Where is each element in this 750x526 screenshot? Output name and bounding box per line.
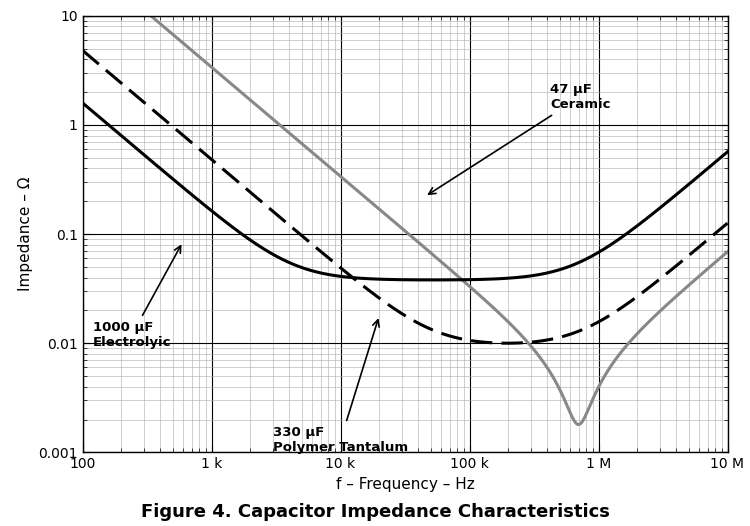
Text: Figure 4. Capacitor Impedance Characteristics: Figure 4. Capacitor Impedance Characteri… xyxy=(140,503,610,521)
Y-axis label: Impedance – Ω: Impedance – Ω xyxy=(17,177,32,291)
Text: 47 μF
Ceramic: 47 μF Ceramic xyxy=(429,83,610,194)
X-axis label: f – Frequency – Hz: f – Frequency – Hz xyxy=(336,477,474,492)
Text: 1000 μF
Electrolyic: 1000 μF Electrolyic xyxy=(93,246,181,349)
Text: 330 μF
Polymer Tantalum: 330 μF Polymer Tantalum xyxy=(273,320,408,454)
